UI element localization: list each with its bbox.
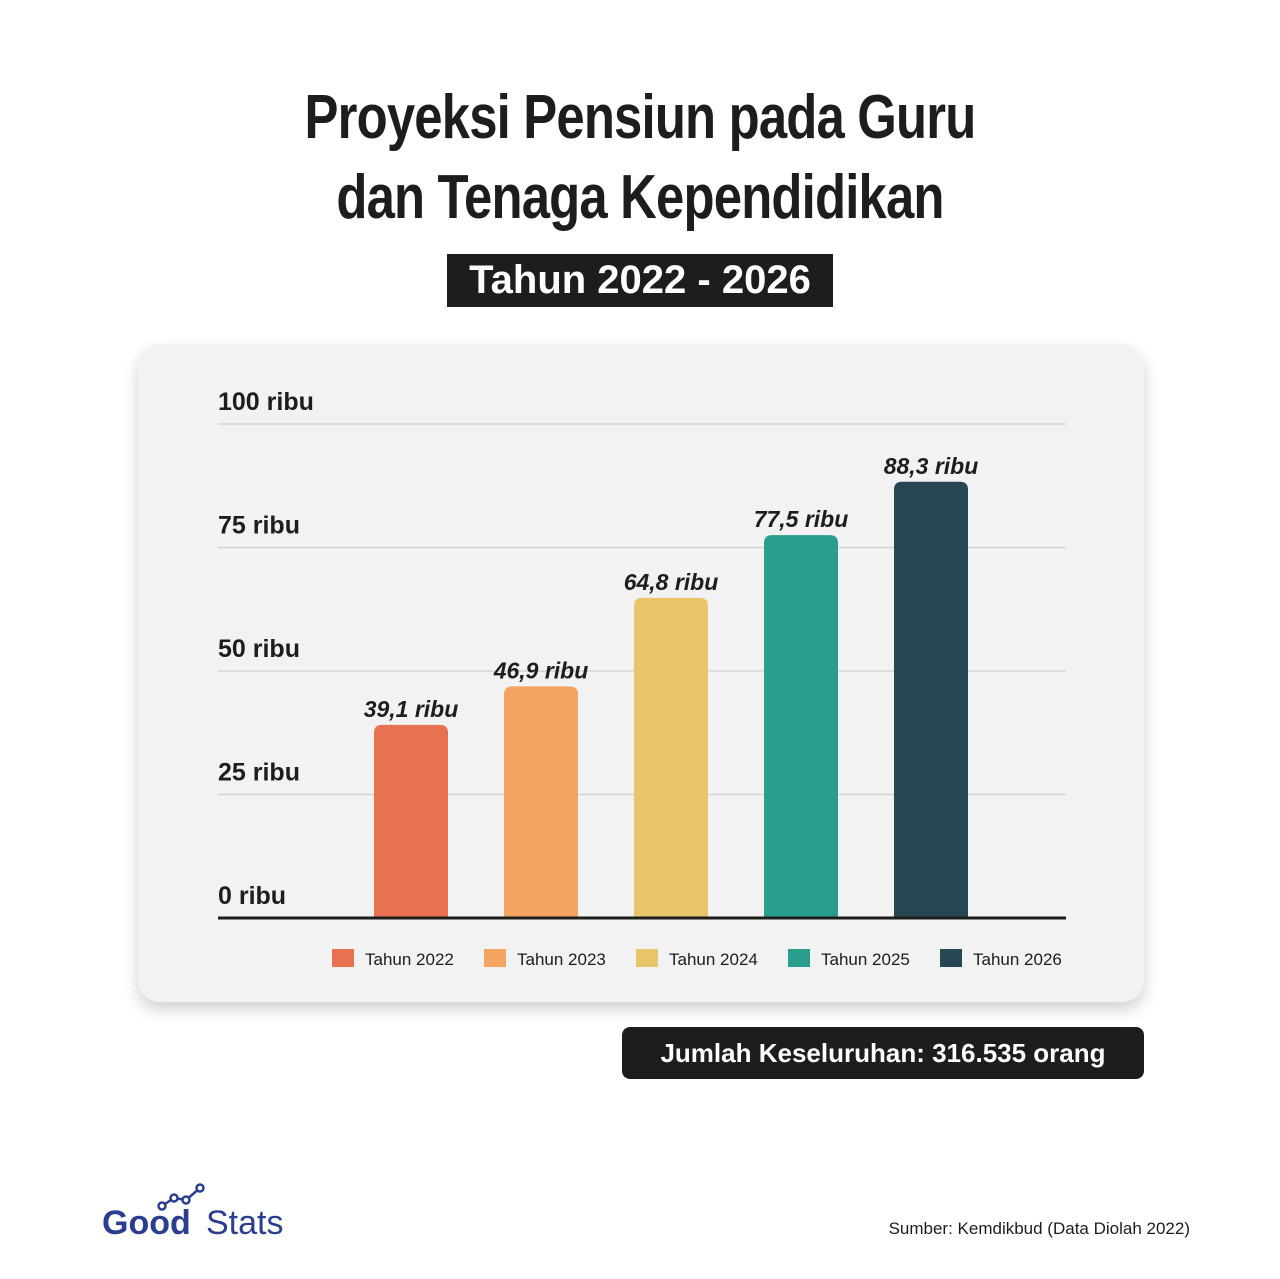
bar <box>504 686 578 918</box>
bar <box>634 597 708 918</box>
legend-label: Tahun 2024 <box>669 950 758 969</box>
legend-swatch <box>788 949 810 967</box>
bar <box>894 481 968 918</box>
y-tick-label: 25 ribu <box>218 759 300 787</box>
legend-label: Tahun 2022 <box>365 950 454 969</box>
legend-swatch <box>332 949 354 967</box>
chart-title-line-1: Proyeksi Pensiun pada Guru <box>304 83 977 152</box>
total-badge: Jumlah Keseluruhan: 316.535 orang <box>622 1027 1144 1079</box>
logo-text-good: Good <box>102 1204 191 1242</box>
chart-title: Proyeksi Pensiun pada Guru dan Tenaga Ke… <box>115 78 1165 238</box>
legend-label: Tahun 2026 <box>973 950 1062 969</box>
legend-label: Tahun 2023 <box>517 950 606 969</box>
bar <box>374 724 448 918</box>
trend-line-icon <box>157 1183 205 1211</box>
goodstats-logo: Good Stats <box>102 1183 283 1242</box>
bar-value-label: 77,5 ribu <box>754 506 849 532</box>
y-tick-label: 0 ribu <box>218 882 286 910</box>
source-note: Sumber: Kemdikbud (Data Diolah 2022) <box>888 1219 1190 1238</box>
chart-subtitle: Tahun 2022 - 2026 <box>447 254 833 307</box>
y-tick-label: 100 ribu <box>218 388 314 416</box>
legend-swatch <box>484 949 506 967</box>
y-tick-label: 50 ribu <box>218 635 300 663</box>
bar <box>764 535 838 918</box>
legend-label: Tahun 2025 <box>821 950 910 969</box>
legend-swatch <box>940 949 962 967</box>
logo-text-stats: Stats <box>206 1204 283 1242</box>
legend-swatch <box>636 949 658 967</box>
y-tick-label: 75 ribu <box>218 512 300 540</box>
bar-value-label: 39,1 ribu <box>364 696 459 722</box>
chart-title-line-2: dan Tenaga Kependidikan <box>336 163 944 232</box>
subtitle-container: Tahun 2022 - 2026 <box>0 254 1280 307</box>
bar-value-label: 88,3 ribu <box>884 453 979 479</box>
bar-value-label: 46,9 ribu <box>493 657 589 683</box>
chart-card: 0 ribu 25 ribu 50 ribu 75 ribu 100 ribu 39,1 … <box>138 344 1144 1002</box>
bar-chart: 0 ribu 25 ribu 50 ribu 75 ribu 100 ribu 39,1 … <box>218 388 1066 969</box>
bar-value-label: 64,8 ribu <box>624 569 719 595</box>
